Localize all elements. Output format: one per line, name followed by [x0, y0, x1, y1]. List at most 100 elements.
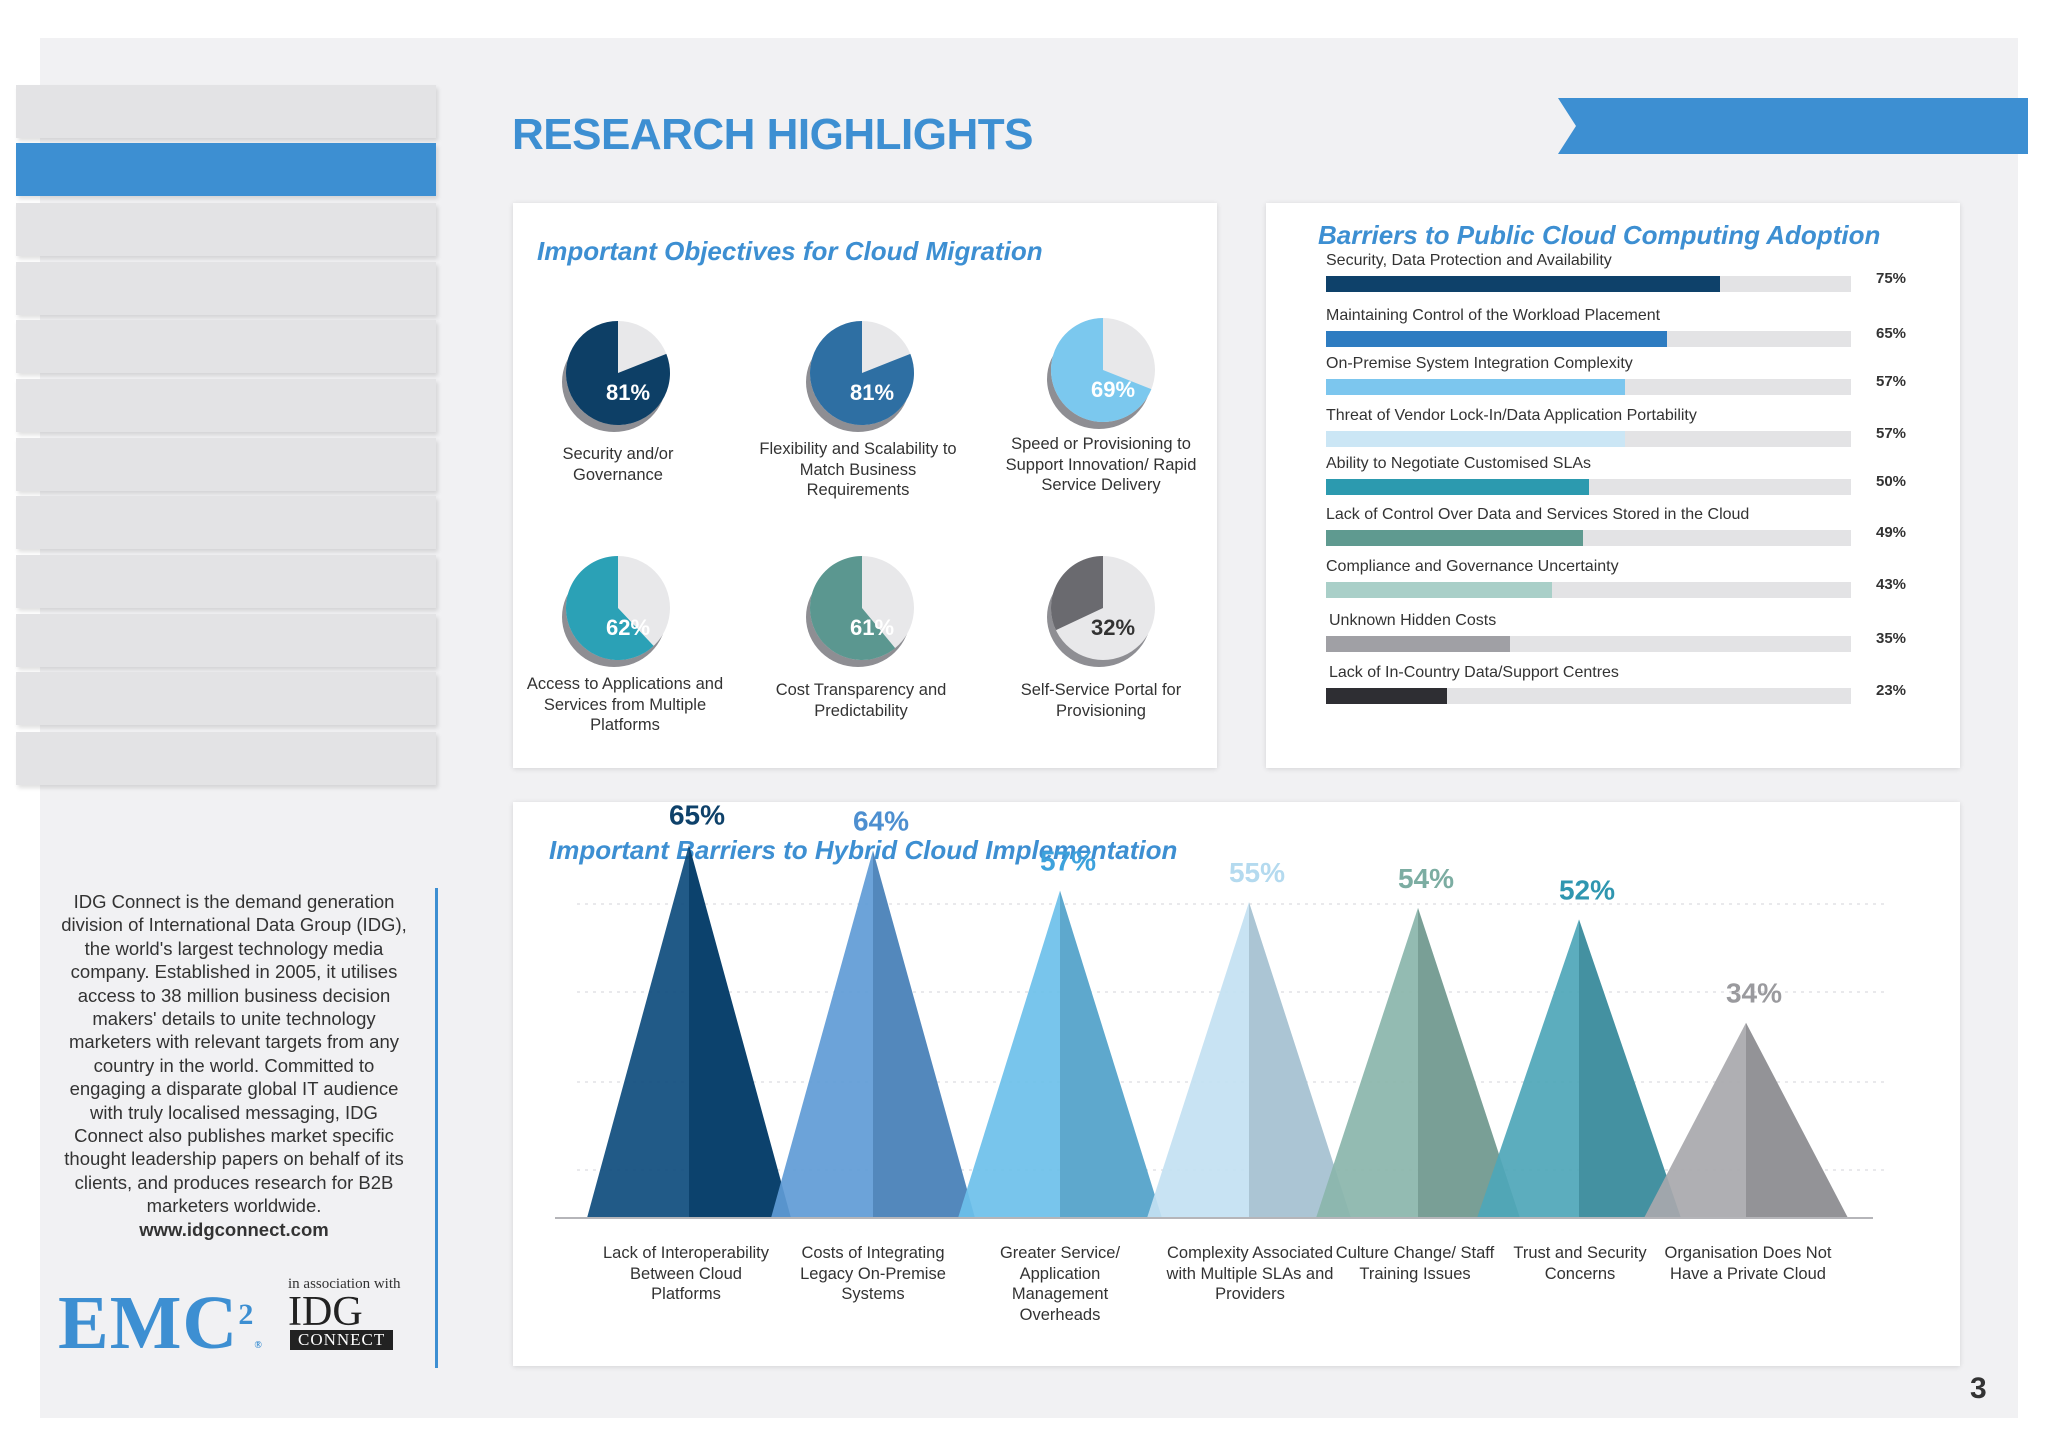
- bar-fill: [1326, 276, 1720, 292]
- nav-tab-5[interactable]: [16, 320, 436, 373]
- barriers-public-title: Barriers to Public Cloud Computing Adopt…: [1318, 220, 1881, 250]
- pie-4: 62%: [562, 556, 670, 667]
- pie-label: Cost Transparency and Predictability: [775, 681, 947, 720]
- bar-label: Threat of Vendor Lock-In/Data Applicatio…: [1326, 407, 1697, 424]
- triangle-value: 65%: [669, 802, 725, 831]
- triangle-left: [771, 850, 873, 1218]
- bar-value: 57%: [1876, 425, 1907, 442]
- pie-label: Security and/or Governance: [562, 445, 674, 484]
- bar-fill: [1326, 636, 1510, 652]
- triangle-left: [1316, 907, 1418, 1218]
- connect-logo: CONNECT: [290, 1330, 394, 1350]
- nav-tab-active[interactable]: [16, 143, 436, 196]
- objectives-title: Important Objectives for Cloud Migration: [537, 236, 1043, 266]
- triangle-value: 34%: [1726, 978, 1782, 1009]
- pie-slice: [566, 556, 654, 660]
- idg-logo: IDG: [288, 1289, 363, 1335]
- triangle-right: [1060, 890, 1162, 1218]
- triangle-shade: [1060, 890, 1162, 1218]
- triangle-value: 52%: [1559, 874, 1615, 905]
- pie-value: 62%: [606, 615, 650, 640]
- bar-label: On-Premise System Integration Complexity: [1326, 355, 1633, 372]
- website-link[interactable]: www.idgconnect.com: [139, 1218, 329, 1240]
- bar-fill: [1326, 582, 1552, 598]
- bar-fill: [1326, 479, 1589, 495]
- triangle-shade: [1579, 919, 1681, 1218]
- nav-tab-11[interactable]: [16, 672, 436, 725]
- pie-value: 32%: [1091, 615, 1135, 640]
- hybrid-barriers-title: Important Barriers to Hybrid Cloud Imple…: [549, 835, 1178, 865]
- bar-value: 43%: [1876, 576, 1907, 593]
- bar-value: 23%: [1876, 682, 1907, 699]
- tri-label: Culture Change/ Staff Training Issues: [1335, 1244, 1495, 1283]
- pie-slice: [1051, 556, 1103, 631]
- bar-label: Ability to Negotiate Customised SLAs: [1326, 455, 1592, 472]
- pie-3: 69%: [1047, 318, 1155, 429]
- pie-2: 81%: [806, 321, 914, 432]
- bar-track: [1326, 688, 1851, 704]
- bar-value: 49%: [1876, 524, 1907, 541]
- pie-1: 81%: [562, 321, 670, 432]
- sidebar-about: IDG Connect is the demand generation div…: [58, 890, 410, 1241]
- pie-value: 69%: [1091, 377, 1135, 402]
- triangle-value: 54%: [1398, 863, 1454, 894]
- nav-tab-7[interactable]: [16, 438, 436, 491]
- nav-tab-6[interactable]: [16, 379, 436, 432]
- association-text: in association with: [288, 1276, 401, 1292]
- sidebar-divider: [435, 888, 438, 1368]
- pie-slice: [1051, 318, 1152, 422]
- about-text: IDG Connect is the demand generation div…: [61, 891, 407, 1217]
- objectives-card: Important Objectives for Cloud Migration…: [513, 203, 1217, 768]
- bar-label: Lack of In-Country Data/Support Centres: [1329, 664, 1619, 681]
- page-number: 3: [1970, 1372, 1987, 1405]
- bar-value: 75%: [1876, 270, 1907, 287]
- nav-tab-1[interactable]: [16, 85, 436, 138]
- triangle-4: 55%: [1147, 857, 1351, 1218]
- triangle-5: 54%: [1316, 863, 1520, 1218]
- bar-value: 65%: [1876, 325, 1907, 342]
- pie-slice: [810, 321, 914, 425]
- nav-tab-3[interactable]: [16, 203, 436, 256]
- pie-value: 81%: [606, 380, 650, 405]
- triangle-right: [689, 844, 791, 1218]
- hybrid-barriers-card: Important Barriers to Hybrid Cloud Imple…: [513, 802, 1960, 1366]
- triangle-2: 64%: [771, 805, 975, 1218]
- pie-label: Access to Applications and Services from…: [526, 675, 724, 734]
- pie-slice: [566, 321, 670, 425]
- tri-label: Complexity Associated with Multiple SLAs…: [1166, 1244, 1334, 1303]
- bar-value: 35%: [1876, 630, 1907, 647]
- pie-value: 81%: [850, 380, 894, 405]
- tri-label: Costs of Integrating Legacy On-Premise S…: [800, 1244, 946, 1303]
- emc-logo: EMC2®: [58, 1281, 263, 1365]
- triangle-shade: [873, 850, 975, 1218]
- pie-slice: [810, 556, 896, 660]
- pie-label: Self-Service Portal for Provisioning: [1020, 681, 1182, 720]
- bar-fill: [1326, 379, 1626, 395]
- bar-value: 50%: [1876, 473, 1907, 490]
- nav-tab-10[interactable]: [16, 614, 436, 667]
- barriers-public-card: Barriers to Public Cloud Computing Adopt…: [1266, 203, 1960, 768]
- bar-label: Maintaining Control of the Workload Plac…: [1326, 307, 1661, 324]
- nav-tab-9[interactable]: [16, 555, 436, 608]
- bar-label: Unknown Hidden Costs: [1329, 612, 1497, 629]
- triangle-shade: [689, 844, 791, 1218]
- pie-label: Flexibility and Scalability to Match Bus…: [759, 440, 957, 499]
- triangle-3: 57%: [958, 846, 1162, 1218]
- triangle-value: 57%: [1040, 846, 1096, 877]
- triangle-value: 55%: [1229, 857, 1285, 888]
- triangle-shade: [1746, 1022, 1848, 1218]
- triangle-7: 34%: [1644, 978, 1848, 1218]
- page-title: RESEARCH HIGHLIGHTS: [512, 110, 1033, 159]
- pie-value: 61%: [850, 615, 894, 640]
- bar-fill: [1326, 530, 1584, 546]
- nav-tab-4[interactable]: [16, 262, 436, 315]
- nav-tab-12[interactable]: [16, 732, 436, 785]
- triangle-shade: [1418, 907, 1520, 1218]
- triangle-left: [1147, 902, 1249, 1218]
- pie-6: 32%: [1047, 556, 1155, 667]
- nav-tab-8[interactable]: [16, 496, 436, 549]
- bar-value: 57%: [1876, 373, 1907, 390]
- triangle-left: [958, 890, 1060, 1218]
- triangle-right: [1418, 907, 1520, 1218]
- tri-label: Organisation Does Not Have a Private Clo…: [1664, 1244, 1832, 1283]
